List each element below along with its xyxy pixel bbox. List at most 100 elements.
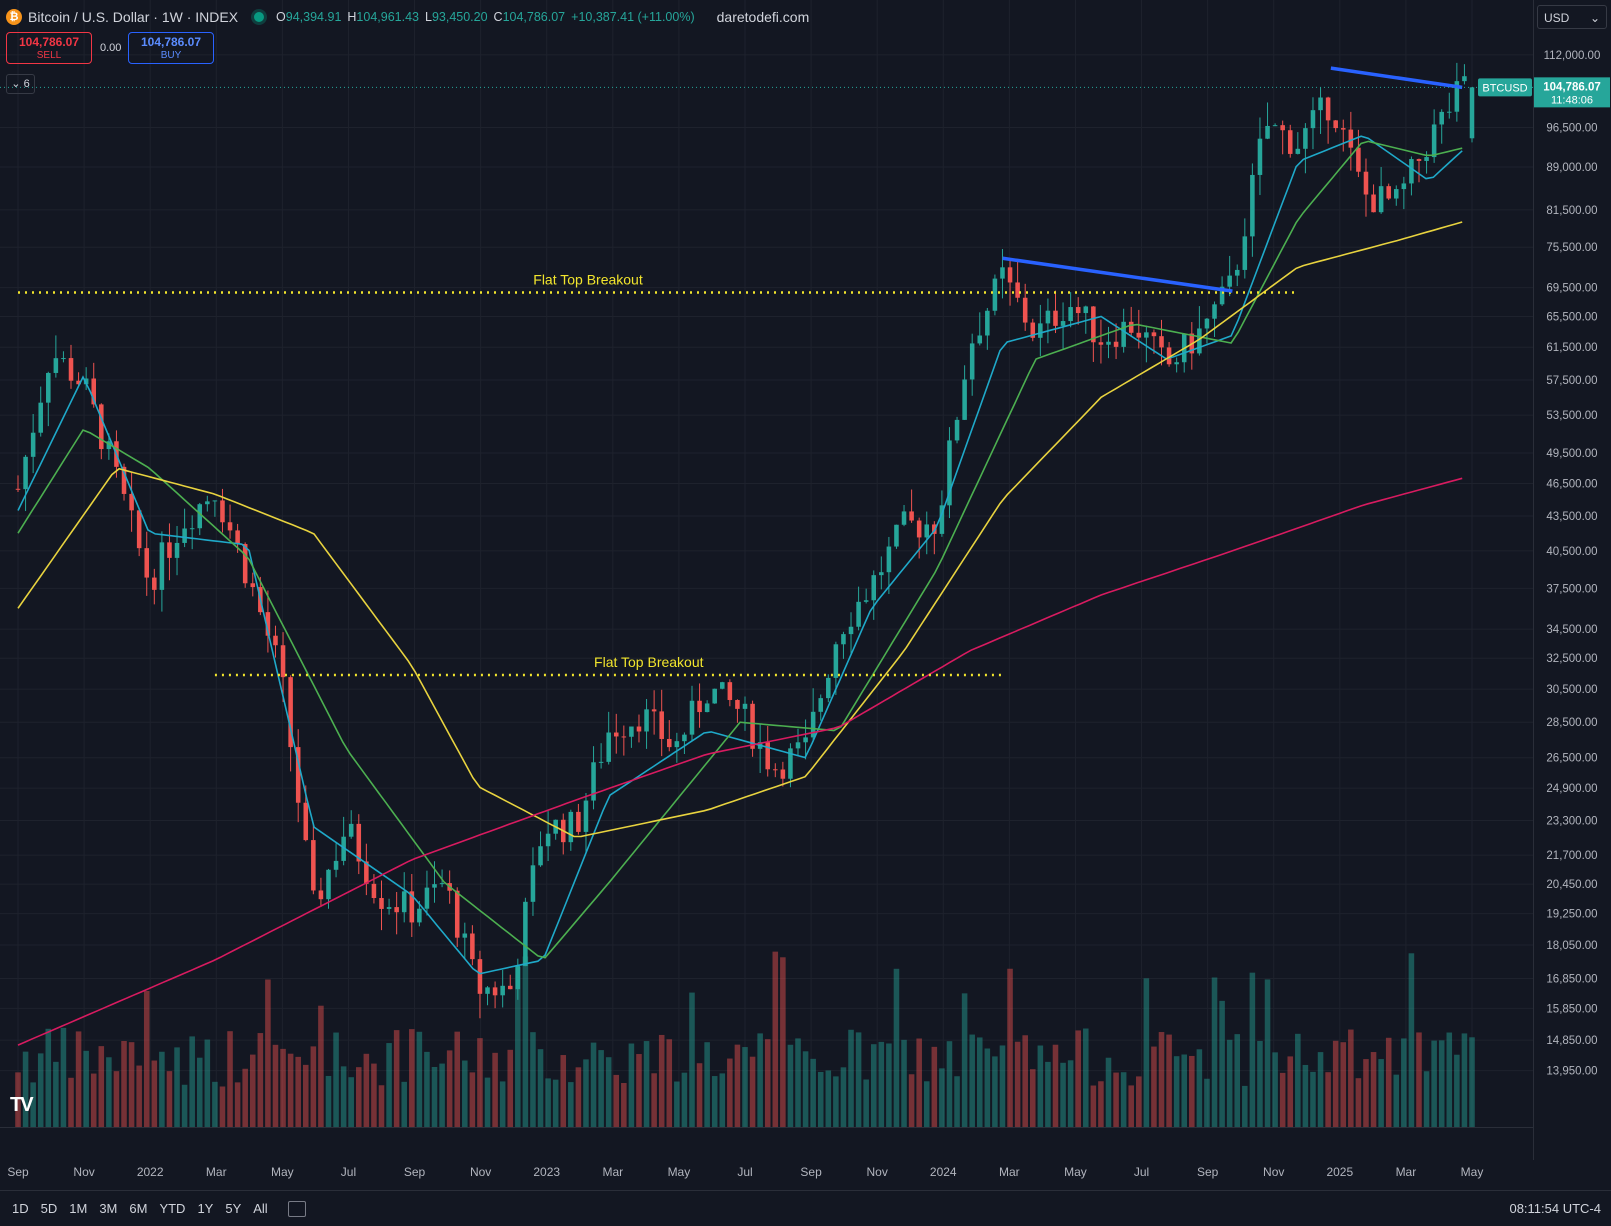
sell-button[interactable]: 104,786.07 SELL — [6, 32, 92, 64]
candle-body — [788, 748, 793, 779]
timeframe-6m[interactable]: 6M — [129, 1201, 148, 1216]
candle-body — [144, 548, 150, 578]
candle-body — [1250, 174, 1255, 237]
candle-body — [83, 378, 89, 385]
spread-value: 0.00 — [100, 42, 122, 54]
timeframe-ytd[interactable]: YTD — [159, 1201, 186, 1216]
moving-average-cyan — [17, 135, 1463, 975]
candle-body — [1371, 194, 1376, 213]
volume-bar — [1287, 1056, 1294, 1127]
clock[interactable]: 08:11:54 UTC-4 — [1509, 1201, 1601, 1216]
candle-body — [598, 761, 604, 763]
price-tick-label: 69,500.00 — [1546, 283, 1597, 295]
trendline — [1330, 66, 1463, 90]
volume-bar — [484, 1077, 491, 1127]
candle-body — [947, 440, 952, 506]
time-tick-label: 2022 — [137, 1165, 164, 1179]
timeframe-1d[interactable]: 1D — [12, 1201, 29, 1216]
volume-bar — [378, 1085, 385, 1127]
time-tick-label: May — [668, 1165, 691, 1179]
price-tick-label: 19,250.00 — [1546, 909, 1597, 921]
candle-body — [1462, 76, 1467, 82]
candle-body — [1121, 321, 1126, 347]
timeframe-1y[interactable]: 1Y — [197, 1201, 214, 1216]
volume-bar — [817, 1071, 824, 1127]
volume-bar — [1014, 1041, 1021, 1127]
candle-body — [606, 732, 611, 762]
date-range-icon[interactable] — [287, 1200, 306, 1217]
timeframe-5y[interactable]: 5Y — [225, 1201, 242, 1216]
candle-body — [364, 861, 369, 884]
volume-bar — [787, 1044, 794, 1127]
candle-body — [303, 802, 309, 841]
candle-body — [1113, 341, 1119, 347]
volume-bar — [318, 1005, 324, 1127]
candle-body — [1022, 297, 1028, 323]
candle-body — [841, 634, 846, 645]
candle-body — [765, 742, 770, 770]
volume-bar — [340, 1066, 347, 1127]
volume-bar — [863, 1079, 869, 1127]
price-axis[interactable] — [1533, 0, 1611, 1160]
volume-bar — [552, 1079, 559, 1127]
market-status-icon[interactable] — [254, 12, 265, 22]
price-tick-label: 32,500.00 — [1546, 653, 1597, 665]
volume-bar — [1310, 1071, 1316, 1127]
candle-body — [1348, 129, 1354, 148]
candle-body — [386, 907, 392, 909]
candle-body — [409, 891, 415, 923]
candle-body — [1068, 307, 1073, 322]
volume-bar — [1113, 1072, 1119, 1127]
indicators-toggle[interactable]: ⌄ 6 — [6, 74, 35, 94]
volume-bar — [280, 1048, 286, 1127]
volume-bar — [295, 1056, 301, 1127]
volume-bar — [795, 1038, 801, 1127]
candle-body — [954, 419, 960, 441]
candle-body — [507, 985, 513, 990]
volume-bar — [727, 1058, 733, 1127]
candle-body — [1007, 267, 1013, 283]
volume-bar — [265, 979, 271, 1127]
candle-body — [1363, 171, 1369, 195]
candle-body — [99, 404, 104, 450]
volume-bar — [492, 1052, 498, 1127]
volume-bar — [1075, 1030, 1081, 1127]
candle-body — [803, 737, 808, 743]
timeframe-5d[interactable]: 5D — [40, 1201, 58, 1216]
volume-bar — [174, 1047, 180, 1127]
volume-bar — [1189, 1055, 1195, 1127]
candle-body — [901, 511, 907, 525]
volume-bar — [636, 1054, 642, 1127]
volume-bar — [621, 1082, 627, 1127]
candle-body — [848, 626, 854, 635]
price-tick-label: 43,500.00 — [1546, 511, 1597, 523]
time-tick-label: 2024 — [930, 1165, 957, 1179]
price-tick-label: 26,500.00 — [1546, 753, 1597, 765]
candle-body — [545, 833, 551, 847]
tradingview-logo[interactable]: TV — [10, 1094, 34, 1116]
volume-bar — [855, 1032, 862, 1127]
volume-bar — [530, 1032, 536, 1127]
symbol-title[interactable]: Bitcoin / U.S. Dollar · 1W · INDEX — [28, 9, 239, 25]
timeframe-all[interactable]: All — [253, 1201, 268, 1216]
timeframe-3m[interactable]: 3M — [99, 1201, 118, 1216]
last-price-value: 104,786.07 — [1543, 81, 1601, 93]
volume-bar — [719, 1073, 726, 1127]
volume-bar — [1423, 1071, 1430, 1127]
candle-body — [23, 456, 28, 490]
timeframe-1m[interactable]: 1M — [69, 1201, 88, 1216]
ohlc-change: +10,387.41 (+11.00%) — [571, 10, 695, 24]
candle-body — [674, 741, 680, 748]
volume-bar — [1143, 978, 1150, 1127]
volume-bar — [1438, 1040, 1445, 1127]
candle-body — [1144, 332, 1149, 338]
candle-body — [424, 887, 430, 909]
volume-bar — [651, 1073, 657, 1127]
candle-body — [326, 869, 331, 900]
candle-body — [1151, 332, 1157, 337]
buy-button[interactable]: 104,786.07 BUY — [128, 32, 214, 64]
currency-select[interactable]: USD ⌄ — [1537, 5, 1607, 29]
candle-body — [644, 709, 649, 732]
volume-bar — [454, 1031, 461, 1127]
